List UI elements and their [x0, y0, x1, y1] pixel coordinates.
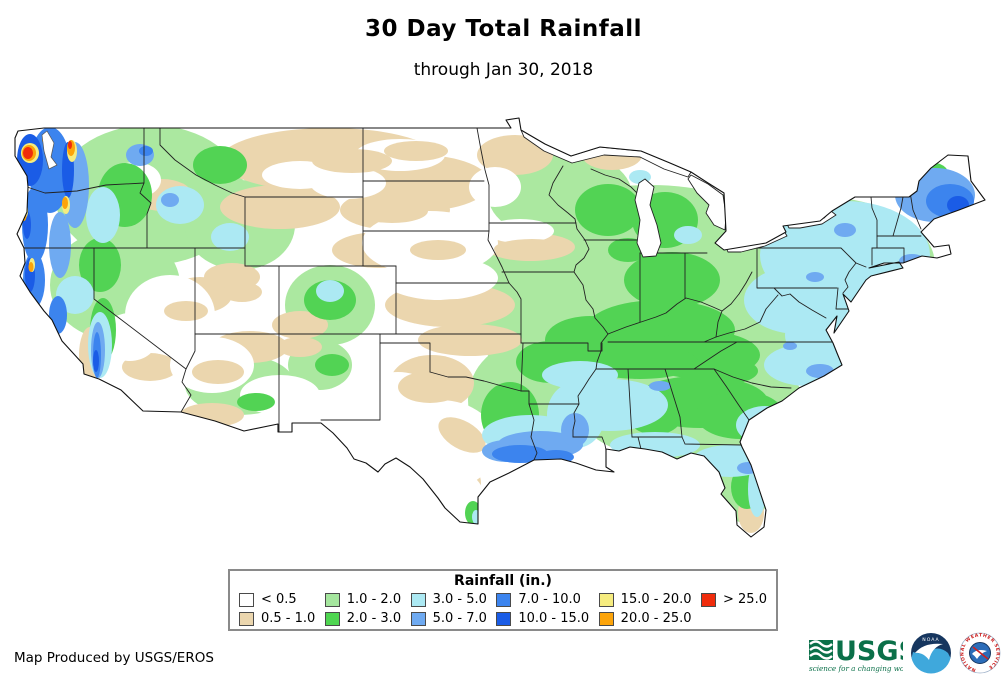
legend-item: > 25.0 — [701, 590, 767, 609]
legend-item-label: 10.0 - 15.0 — [518, 611, 590, 626]
legend-color-swatch — [496, 592, 512, 607]
us-rainfall-map-canvas — [14, 117, 986, 538]
legend: Rainfall (in.) < 0.5 0.5 - 1.0 1.0 - 2.0… — [228, 569, 778, 631]
legend-item-label: 7.0 - 10.0 — [518, 592, 581, 607]
legend-color-swatch — [239, 611, 254, 626]
legend-color-swatch — [598, 611, 614, 626]
page-subtitle: through Jan 30, 2018 — [413, 60, 594, 80]
puget-sound — [41, 130, 58, 170]
rainfall-map — [0, 115, 1007, 560]
legend-color-swatch — [410, 611, 426, 626]
legend-item: 7.0 - 10.0 — [496, 590, 589, 609]
legend-item: 20.0 - 25.0 — [598, 609, 692, 628]
legend-color-swatch — [598, 592, 614, 607]
legend-item-label: 1.0 - 2.0 — [346, 592, 402, 607]
agency-logos: USGS science for a changing world NOAA N… — [807, 632, 1001, 674]
legend-item: 10.0 - 15.0 — [496, 609, 589, 628]
state-borders — [23, 127, 922, 461]
noaa-logo: NOAA — [911, 633, 951, 674]
legend-title: Rainfall (in.) — [454, 573, 552, 589]
rainfall-layers — [15, 118, 985, 537]
legend-item: 2.0 - 3.0 — [324, 609, 402, 628]
legend-item: 3.0 - 5.0 — [410, 590, 487, 609]
usgs-logo: USGS science for a changing world — [809, 636, 903, 673]
svg-text:NOAA: NOAA — [922, 637, 939, 643]
legend-item-label: 15.0 - 20.0 — [620, 592, 692, 607]
legend-color-swatch — [324, 611, 340, 626]
legend-color-swatch — [239, 592, 254, 607]
usgs-tagline: science for a changing world — [809, 664, 903, 673]
map-credit: Map Produced by USGS/EROS — [14, 650, 214, 666]
legend-item-label: 5.0 - 7.0 — [432, 611, 487, 626]
legend-item-label: 2.0 - 3.0 — [346, 611, 402, 626]
legend-item: 15.0 - 20.0 — [598, 590, 692, 609]
nws-logo: NATIONAL WEATHER SERVICE — [959, 632, 1001, 674]
legend-item-label: 20.0 - 25.0 — [620, 611, 692, 626]
svg-text:USGS: USGS — [835, 636, 903, 667]
legend-color-swatch — [496, 611, 512, 626]
legend-item-label: < 0.5 — [261, 592, 297, 607]
us-outline — [14, 117, 986, 538]
legend-item: 5.0 - 7.0 — [410, 609, 487, 628]
legend-color-swatch — [701, 592, 716, 607]
legend-item: < 0.5 — [239, 590, 315, 609]
page-title: 30 Day Total Rainfall — [364, 16, 643, 42]
legend-color-swatch — [410, 592, 426, 607]
legend-color-swatch — [324, 592, 340, 607]
legend-item-label: 0.5 - 1.0 — [261, 611, 316, 626]
legend-grid: < 0.5 0.5 - 1.0 1.0 - 2.0 2.0 - 3.0 3.0 … — [230, 589, 776, 628]
legend-item: 0.5 - 1.0 — [239, 609, 315, 628]
legend-item-label: 3.0 - 5.0 — [432, 592, 487, 607]
legend-item: 1.0 - 2.0 — [324, 590, 402, 609]
legend-item-label: > 25.0 — [723, 592, 767, 607]
